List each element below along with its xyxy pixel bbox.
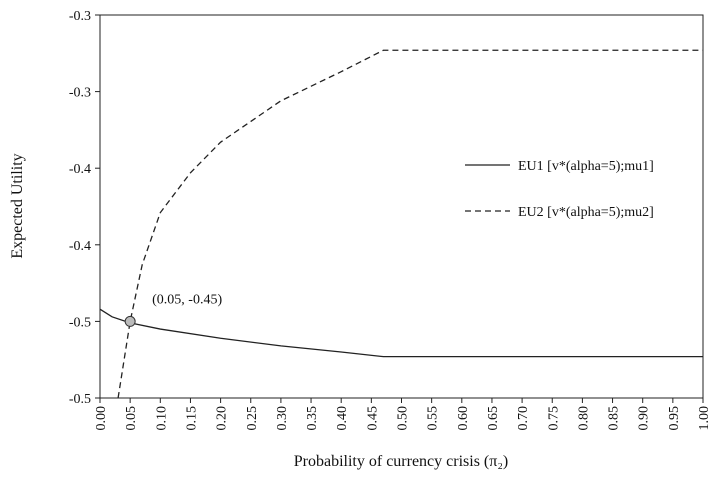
line-series bbox=[99, 308, 703, 358]
line-series bbox=[117, 49, 703, 399]
y-tick-label: -0.5 bbox=[69, 392, 91, 407]
y-tick-label: -0.3 bbox=[69, 86, 91, 101]
x-tick-label: 0.75 bbox=[546, 406, 561, 431]
y-tick-label: -0.4 bbox=[69, 162, 91, 177]
x-tick-label: 0.80 bbox=[576, 406, 591, 431]
y-tick-label: -0.3 bbox=[69, 9, 91, 24]
x-tick-label: 0.55 bbox=[426, 406, 441, 431]
x-tick-label: 0.15 bbox=[184, 406, 199, 431]
x-tick-label: 0.85 bbox=[607, 406, 622, 431]
x-tick-label: 0.05 bbox=[124, 406, 139, 431]
annotation-point bbox=[124, 315, 136, 327]
y-tick-label: -0.5 bbox=[69, 315, 91, 330]
x-tick-label: 0.45 bbox=[365, 406, 380, 431]
x-tick-label: 0.50 bbox=[396, 406, 411, 431]
x-tick-label: 0.60 bbox=[456, 406, 471, 431]
x-tick-label: 0.25 bbox=[245, 406, 260, 431]
x-tick-label: 0.30 bbox=[275, 406, 290, 431]
legend-label: EU1 [v*(alpha=5);mu1] bbox=[518, 159, 654, 174]
x-axis-label: Probability of currency crisis (π₂) bbox=[294, 453, 508, 470]
x-tick-label: 0.95 bbox=[667, 406, 682, 431]
x-tick-label: 0.90 bbox=[637, 406, 652, 431]
x-tick-label: 0.40 bbox=[335, 406, 350, 431]
x-tick-label: 1.00 bbox=[697, 406, 711, 431]
legend-label: EU2 [v*(alpha=5);mu2] bbox=[518, 205, 654, 220]
x-tick-label: 0.65 bbox=[486, 406, 501, 431]
y-tick-label: -0.4 bbox=[69, 239, 91, 254]
x-tick-label: 0.70 bbox=[516, 406, 531, 431]
y-axis-label: Expected Utility bbox=[9, 153, 26, 258]
x-tick-label: 0.00 bbox=[94, 406, 109, 431]
x-tick-label: 0.10 bbox=[154, 406, 169, 431]
x-tick-label: 0.35 bbox=[305, 406, 320, 431]
x-tick-label: 0.20 bbox=[215, 406, 230, 431]
annotation-label: (0.05, -0.45) bbox=[152, 292, 222, 307]
